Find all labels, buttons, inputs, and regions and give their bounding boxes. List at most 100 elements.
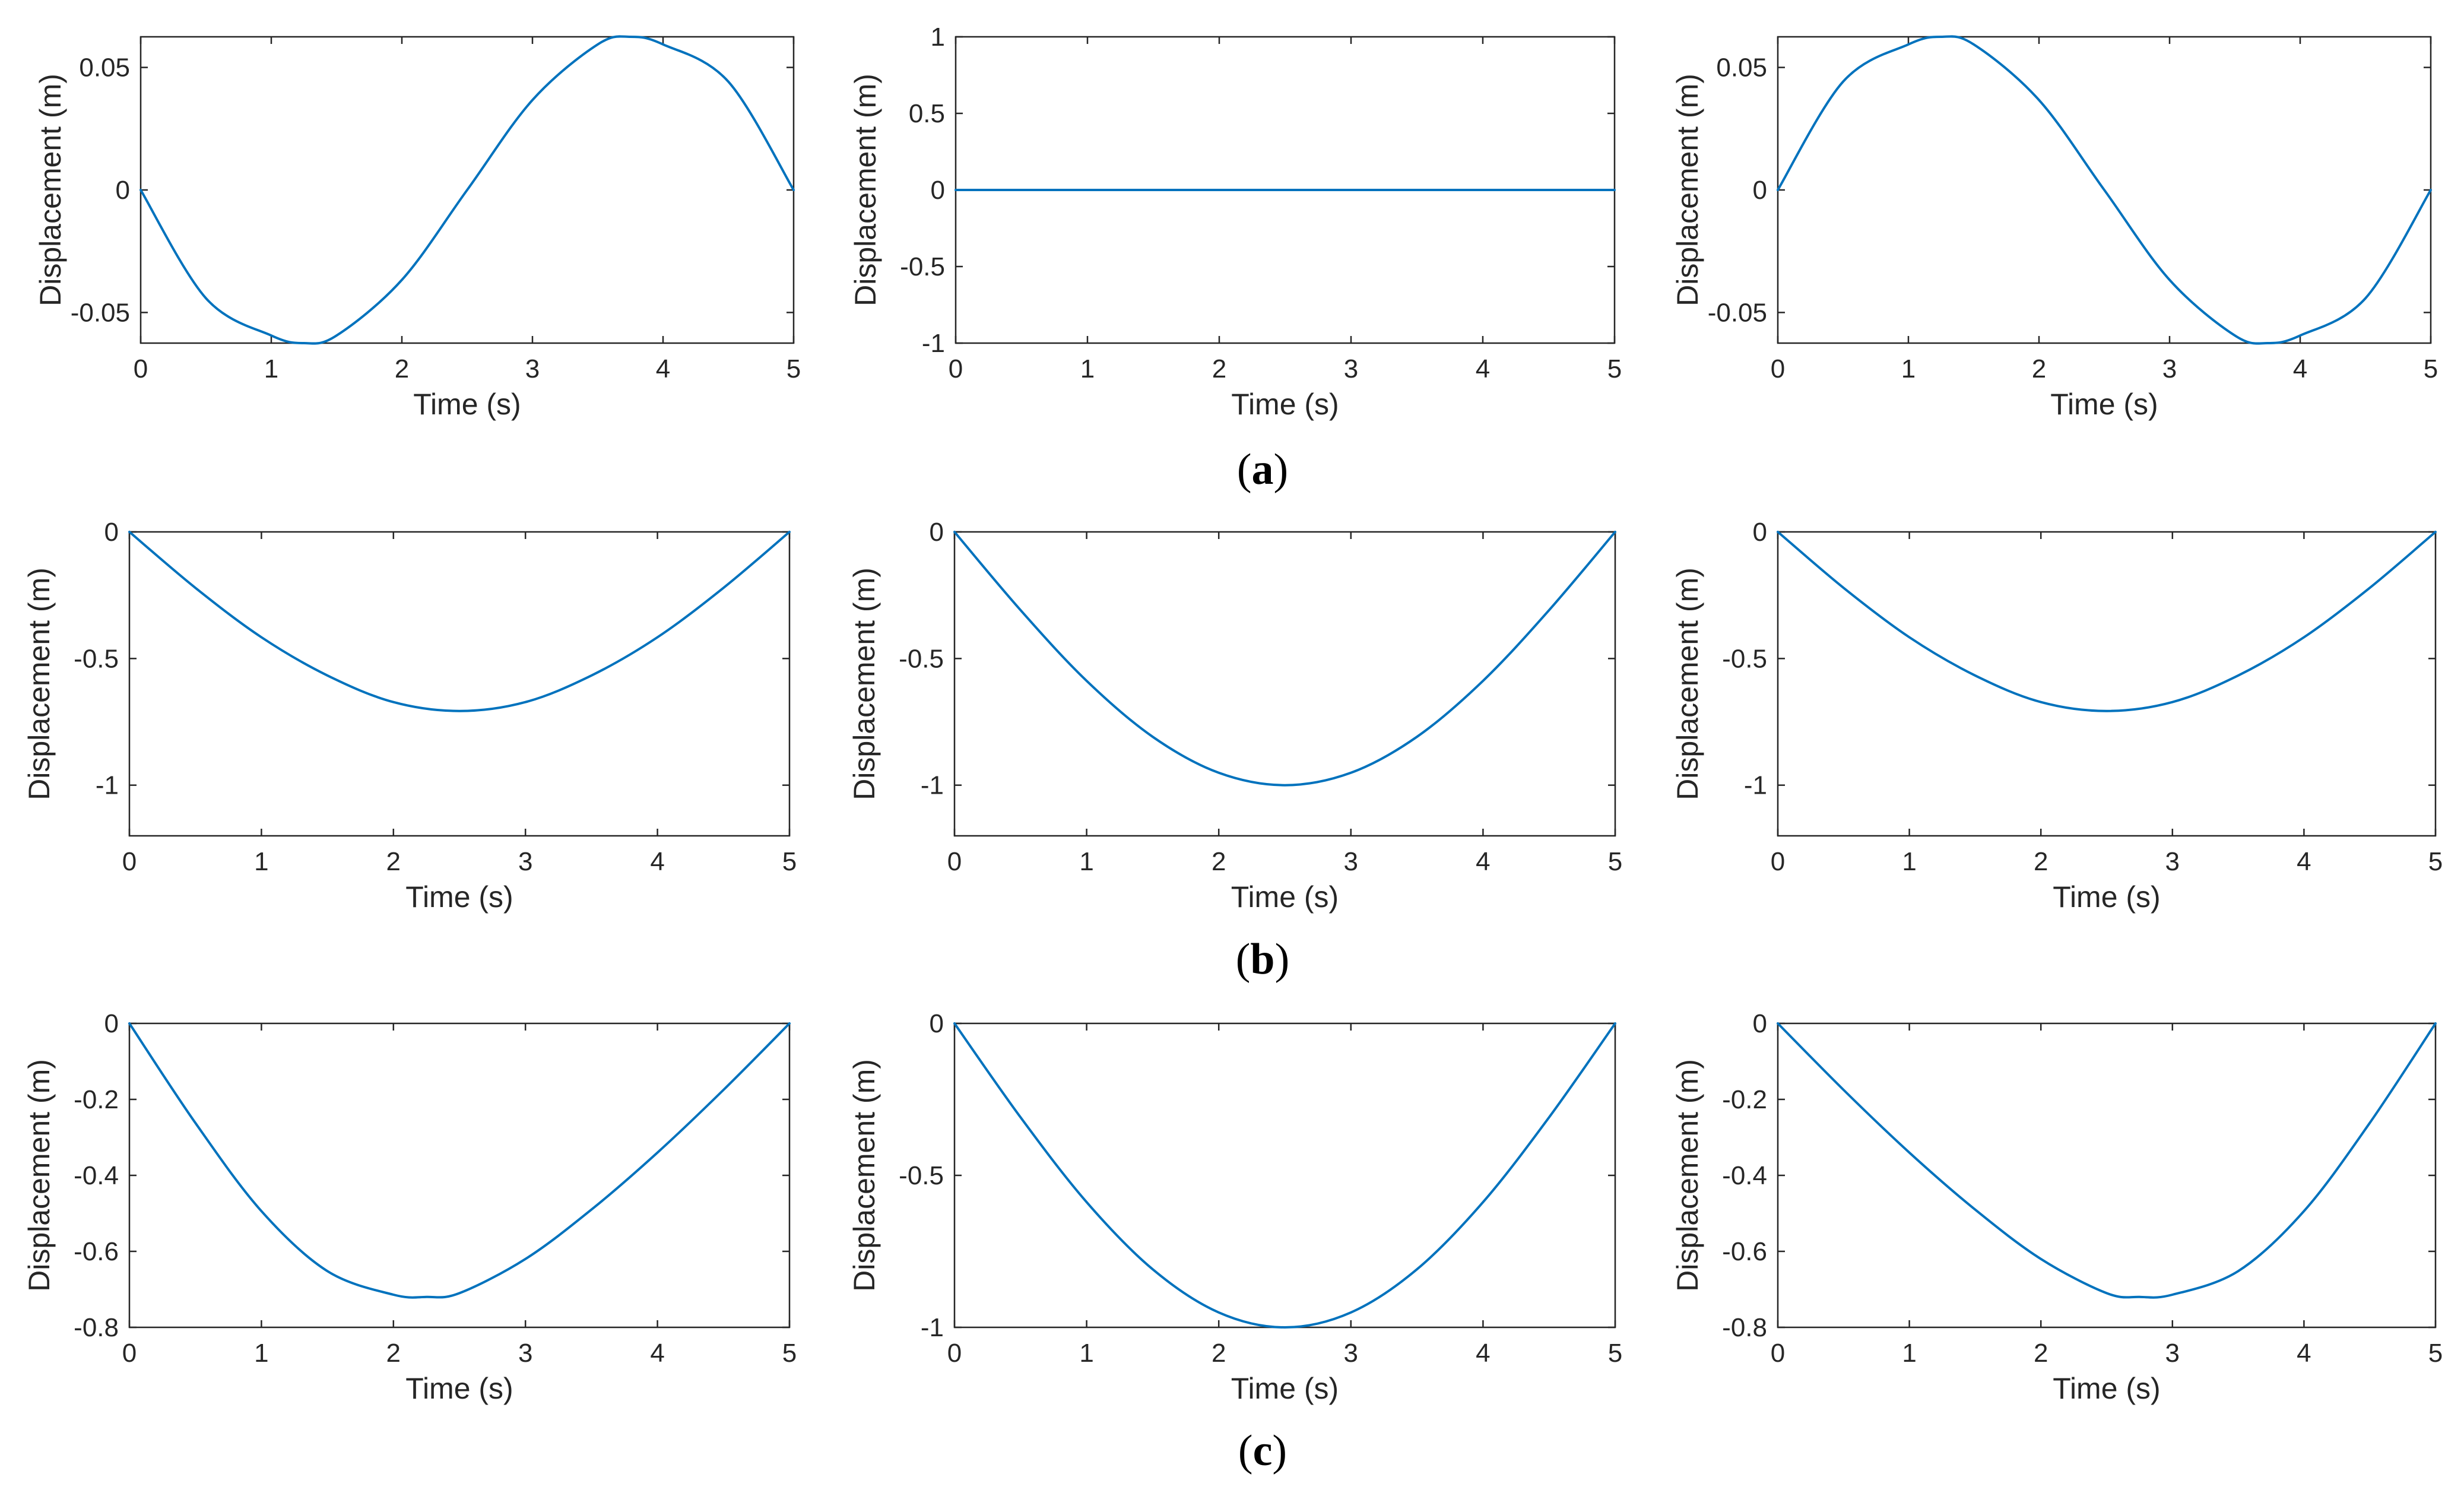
y-tick-label: -0.6 <box>1722 1237 1767 1266</box>
y-axis-label: Displacement (m) <box>23 1059 56 1292</box>
x-tick-label: 5 <box>2428 847 2443 876</box>
y-tick-label: -0.4 <box>1722 1161 1767 1190</box>
x-tick-label: 1 <box>264 354 278 383</box>
x-tick-label: 3 <box>1344 354 1358 383</box>
x-tick-label: 5 <box>2428 1339 2443 1368</box>
x-tick-label: 3 <box>518 847 532 876</box>
y-axis-label: Displacement (m) <box>1671 568 1704 800</box>
x-tick-label: 1 <box>1080 354 1095 383</box>
group-label-b: (b) <box>1236 935 1289 984</box>
x-tick-label: 2 <box>2034 847 2048 876</box>
subplot-b-2: 0 1 2 3 4 5 -1 -0.5 0 Time (s) Displacement (m) <box>848 518 1622 914</box>
x-axis-label: Time (s) <box>2053 880 2160 914</box>
x-tick-label: 3 <box>2162 354 2177 383</box>
x-tick-label: 3 <box>2165 1339 2180 1368</box>
y-tick-label: -0.5 <box>1722 644 1767 673</box>
x-tick-label: 2 <box>1212 1339 1226 1368</box>
x-tick-label: 0 <box>1771 354 1785 383</box>
y-axis-label: Displacement (m) <box>849 74 882 306</box>
y-tick-label: 0 <box>104 518 119 547</box>
y-tick-label: -0.05 <box>1708 298 1767 327</box>
y-axis-label: Displacement (m) <box>1671 1059 1704 1292</box>
x-axis-label: Time (s) <box>1231 388 1339 421</box>
x-tick-label: 2 <box>2032 354 2046 383</box>
group-label-c: (c) <box>1238 1426 1287 1475</box>
x-tick-label: 1 <box>1079 1339 1093 1368</box>
x-tick-label: 1 <box>1901 354 1916 383</box>
x-tick-label: 4 <box>2297 847 2311 876</box>
x-tick-label: 0 <box>949 354 963 383</box>
x-tick-label: 1 <box>254 847 268 876</box>
x-tick-label: 4 <box>650 847 664 876</box>
x-tick-label: 5 <box>787 354 801 383</box>
series-line <box>1777 35 2432 345</box>
series-line <box>139 35 795 345</box>
y-tick-label: -0.5 <box>899 1161 944 1190</box>
subplot-c-1: 0 1 2 3 4 5 -0.8 -0.6 -0.4 -0.2 0 Time (s) Displacem… <box>23 1009 797 1405</box>
axes-box <box>128 531 791 837</box>
x-axis-label: Time (s) <box>413 388 521 421</box>
x-tick-label: 4 <box>1476 1339 1490 1368</box>
y-axis-label: Displacement (m) <box>23 568 56 800</box>
y-tick-label: -1 <box>96 771 119 800</box>
x-tick-label: 2 <box>1212 354 1226 383</box>
x-tick-label: 5 <box>2424 354 2438 383</box>
y-tick-label: -0.2 <box>1722 1085 1767 1114</box>
x-tick-label: 3 <box>1344 1339 1358 1368</box>
y-tick-label: 0 <box>104 1009 119 1038</box>
x-tick-label: 4 <box>2297 1339 2311 1368</box>
series-line <box>128 531 791 712</box>
x-tick-label: 4 <box>1476 847 1490 876</box>
x-tick-label: 3 <box>2165 847 2180 876</box>
series-line <box>953 1022 1616 1329</box>
y-axis-label: Displacement (m) <box>34 74 67 306</box>
x-tick-label: 1 <box>1079 847 1093 876</box>
x-axis-label: Time (s) <box>2053 1372 2160 1405</box>
x-tick-label: 3 <box>518 1339 532 1368</box>
y-axis-label: Displacement (m) <box>848 1059 881 1292</box>
series-line <box>953 531 1616 787</box>
y-tick-label: 0 <box>930 1009 944 1038</box>
y-tick-label: 0 <box>116 176 130 205</box>
y-tick-label: -0.5 <box>900 252 945 281</box>
x-tick-label: 2 <box>395 354 409 383</box>
x-tick-label: 3 <box>525 354 540 383</box>
y-tick-label: 0.5 <box>909 99 945 128</box>
y-axis-label: Displacement (m) <box>848 568 881 800</box>
x-tick-label: 1 <box>1902 1339 1916 1368</box>
series-line <box>128 1022 791 1299</box>
subplot-c-2: 0 1 2 3 4 5 -1 -0.5 0 Time (s) Displacement (m) <box>848 1009 1622 1405</box>
group-label-a: (a) <box>1237 445 1288 494</box>
y-tick-label: -1 <box>921 771 944 800</box>
axes-box <box>1777 531 2437 837</box>
x-tick-label: 0 <box>1771 1339 1785 1368</box>
subplot-b-1: 0 1 2 3 4 5 -1 -0.5 0 Time (s) Displacement (m) <box>23 518 797 914</box>
y-tick-label: -1 <box>922 329 945 358</box>
y-tick-label: -1 <box>921 1313 944 1342</box>
axes-box <box>953 531 1616 837</box>
x-tick-label: 0 <box>134 354 148 383</box>
y-tick-label: -0.05 <box>71 298 130 327</box>
y-tick-label: -0.5 <box>899 644 944 673</box>
x-tick-label: 5 <box>1608 847 1622 876</box>
x-axis-label: Time (s) <box>1231 1372 1339 1405</box>
x-tick-label: 2 <box>1212 847 1226 876</box>
x-tick-label: 3 <box>1344 847 1358 876</box>
x-tick-label: 0 <box>122 1339 137 1368</box>
y-tick-label: 1 <box>931 23 945 52</box>
x-tick-label: 4 <box>650 1339 664 1368</box>
y-tick-label: 0 <box>1753 518 1767 547</box>
y-tick-label: -1 <box>1744 771 1767 800</box>
subplot-a-2: 0 1 2 3 4 5 -1 -0.5 0 0.5 1 Time (s) Displacement (m… <box>849 23 1622 421</box>
x-tick-label: 0 <box>122 847 137 876</box>
x-tick-label: 5 <box>782 847 797 876</box>
x-axis-label: Time (s) <box>405 1372 513 1405</box>
x-tick-label: 4 <box>1476 354 1490 383</box>
y-tick-label: 0 <box>931 176 945 205</box>
axes-box <box>953 1022 1616 1329</box>
x-tick-label: 1 <box>254 1339 268 1368</box>
x-tick-label: 2 <box>386 847 401 876</box>
series-line <box>1777 1022 2437 1299</box>
